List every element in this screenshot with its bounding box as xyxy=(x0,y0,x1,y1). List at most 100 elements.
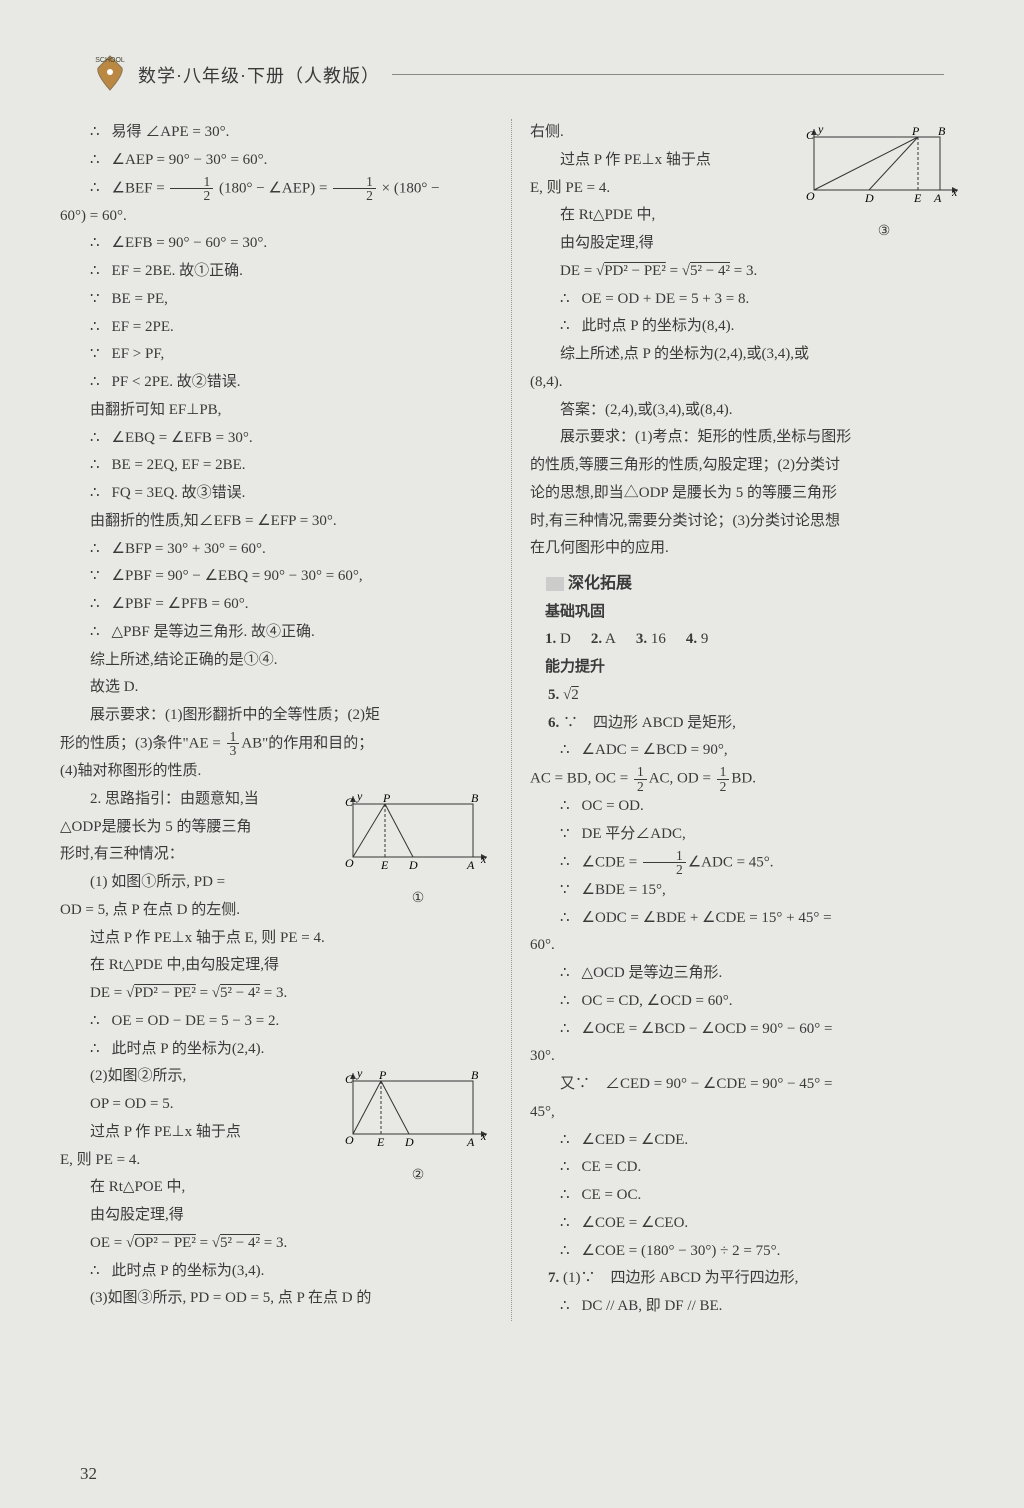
svg-text:P: P xyxy=(382,791,391,805)
svg-text:B: B xyxy=(938,124,946,138)
text-line: 由翻折可知 EF⊥PB, xyxy=(60,397,493,425)
text-line: ∠EFB = 90° − 60° = 30°. xyxy=(60,230,493,258)
text-line: 展示要求：(1)考点：矩形的性质,坐标与图形 xyxy=(530,424,964,452)
svg-text:P: P xyxy=(911,124,920,138)
text-line: ∠PBF = 90° − ∠EBQ = 90° − 30° = 60°, xyxy=(60,563,493,591)
text-line: 综上所述,点 P 的坐标为(2,4),或(3,4),或 xyxy=(530,341,964,369)
text-line: CE = CD. xyxy=(530,1154,964,1182)
text-line: AC = BD, OC = 12AC, OD = 12BD. xyxy=(530,765,964,793)
svg-text:C: C xyxy=(345,795,354,809)
text-line: 5. √2 xyxy=(530,682,964,710)
text-line: 6. ∵ 四边形 ABCD 是矩形, xyxy=(530,710,964,738)
school-logo-icon: SCHOOL xyxy=(90,50,130,99)
page-number: 32 xyxy=(80,1464,97,1484)
logo-text: SCHOOL xyxy=(95,57,125,64)
text-line: OE = OD + DE = 5 + 3 = 8. xyxy=(530,286,964,314)
text-line: EF = 2BE. 故①正确. xyxy=(60,258,493,286)
text-line: OC = OD. xyxy=(530,793,964,821)
text-line: 答案：(2,4),或(3,4),或(8,4). xyxy=(530,397,964,425)
svg-text:A: A xyxy=(933,191,942,205)
text-line: ∠OCE = ∠BCD − ∠OCD = 90° − 60° = xyxy=(530,1016,964,1044)
text-line: EF > PF, xyxy=(60,341,493,369)
svg-text:E: E xyxy=(376,1135,385,1149)
text-line: FQ = 3EQ. 故③错误. xyxy=(60,480,493,508)
text-line: ∠COE = ∠CEO. xyxy=(530,1210,964,1238)
text-line: 展示要求：(1)图形翻折中的全等性质；(2)矩 xyxy=(60,702,493,730)
text-line: ∠CDE = 12∠ADC = 45°. xyxy=(530,849,964,877)
svg-text:C: C xyxy=(806,128,815,142)
text-line: DE 平分∠ADC, xyxy=(530,821,964,849)
left-column: 易得 ∠APE = 30°.∠AEP = 90° − 30° = 60°.∠BE… xyxy=(60,119,512,1321)
text-line: ∠PBF = ∠PFB = 60°. xyxy=(60,591,493,619)
text-line: 形的性质；(3)条件"AE = 13AB"的作用和目的； xyxy=(60,730,493,758)
geometry-figure: O D E A x y C P B ③ xyxy=(804,123,964,245)
text-line: BE = 2EQ, EF = 2BE. xyxy=(60,452,493,480)
text-line: 易得 ∠APE = 30°. xyxy=(60,119,493,147)
text-line: ∠BDE = 15°, xyxy=(530,877,964,905)
text-line: OE = √OP² − PE² = √5² − 4² = 3. xyxy=(60,1230,493,1258)
text-line: 由翻折的性质,知∠EFB = ∠EFP = 30°. xyxy=(60,508,493,536)
text-line: 在 Rt△PDE 中,由勾股定理,得 xyxy=(60,952,493,980)
svg-text:y: y xyxy=(356,1067,363,1080)
text-line: 深化拓展 xyxy=(530,569,964,599)
text-line: EF = 2PE. xyxy=(60,314,493,342)
text-line: ∠BEF = 12 (180° − ∠AEP) = 12 × (180° − xyxy=(60,175,493,203)
svg-text:D: D xyxy=(864,191,874,205)
text-line: 此时点 P 的坐标为(3,4). xyxy=(60,1258,493,1286)
text-line: 此时点 P 的坐标为(2,4). xyxy=(60,1036,493,1064)
geometry-figure: O E D A x y C P B ① xyxy=(343,790,493,912)
text-line: BE = PE, xyxy=(60,286,493,314)
text-line: ∠ADC = ∠BCD = 90°, xyxy=(530,737,964,765)
text-line: ∠EBQ = ∠EFB = 30°. xyxy=(60,425,493,453)
svg-text:O: O xyxy=(345,1133,354,1147)
svg-text:D: D xyxy=(408,858,418,872)
text-line: 30°. xyxy=(530,1043,964,1071)
svg-text:E: E xyxy=(380,858,389,872)
svg-text:x: x xyxy=(951,185,958,199)
geometry-figure: O E D A x y C P B ② xyxy=(343,1067,493,1189)
svg-text:A: A xyxy=(466,1135,475,1149)
text-line: 时,有三种情况,需要分类讨论；(3)分类讨论思想 xyxy=(530,508,964,536)
text-line: PF < 2PE. 故②错误. xyxy=(60,369,493,397)
svg-text:C: C xyxy=(345,1072,354,1086)
header-rule xyxy=(392,74,944,75)
text-line: △OCD 是等边三角形. xyxy=(530,960,964,988)
svg-text:B: B xyxy=(471,791,479,805)
text-line: △PBF 是等边三角形. 故④正确. xyxy=(60,619,493,647)
svg-text:D: D xyxy=(404,1135,414,1149)
text-line: OC = CD, ∠OCD = 60°. xyxy=(530,988,964,1016)
text-line: 故选 D. xyxy=(60,674,493,702)
text-line: 7. (1)∵ 四边形 ABCD 为平行四边形, xyxy=(530,1265,964,1293)
text-line: 基础巩固 xyxy=(530,599,964,627)
text-line: 的性质,等腰三角形的性质,勾股定理；(2)分类讨 xyxy=(530,452,964,480)
svg-text:P: P xyxy=(378,1068,387,1082)
text-line: (4)轴对称图形的性质. xyxy=(60,758,493,786)
text-line: 在几何图形中的应用. xyxy=(530,535,964,563)
text-line: 过点 P 作 PE⊥x 轴于点 E, 则 PE = 4. xyxy=(60,925,493,953)
text-line: 又∵ ∠CED = 90° − ∠CDE = 90° − 45° = xyxy=(530,1071,964,1099)
svg-text:x: x xyxy=(480,852,487,866)
svg-text:y: y xyxy=(356,790,363,803)
svg-text:E: E xyxy=(913,191,922,205)
figure-caption: ③ xyxy=(804,219,964,245)
text-line: ∠BFP = 30° + 30° = 60°. xyxy=(60,536,493,564)
header-title: 数学·八年级·下册（人教版） xyxy=(138,62,380,88)
svg-text:O: O xyxy=(345,856,354,870)
text-line: 此时点 P 的坐标为(8,4). xyxy=(530,313,964,341)
text-line: 1. D2. A3. 164. 9 xyxy=(530,626,964,654)
svg-text:x: x xyxy=(480,1129,487,1143)
text-line: CE = OC. xyxy=(530,1182,964,1210)
text-line: 60°. xyxy=(530,932,964,960)
text-line: 综上所述,结论正确的是①④. xyxy=(60,647,493,675)
content-columns: 易得 ∠APE = 30°.∠AEP = 90° − 30° = 60°.∠BE… xyxy=(60,119,964,1321)
text-line: 论的思想,即当△ODP 是腰长为 5 的等腰三角形 xyxy=(530,480,964,508)
text-line: 45°, xyxy=(530,1099,964,1127)
text-line: ∠CED = ∠CDE. xyxy=(530,1127,964,1155)
svg-text:O: O xyxy=(806,189,815,203)
svg-text:y: y xyxy=(817,123,824,136)
svg-text:B: B xyxy=(471,1068,479,1082)
text-line: (3)如图③所示, PD = OD = 5, 点 P 在点 D 的 xyxy=(60,1285,493,1313)
text-line: ∠COE = (180° − 30°) ÷ 2 = 75°. xyxy=(530,1238,964,1266)
text-line: (8,4). xyxy=(530,369,964,397)
figure-caption: ② xyxy=(343,1163,493,1189)
